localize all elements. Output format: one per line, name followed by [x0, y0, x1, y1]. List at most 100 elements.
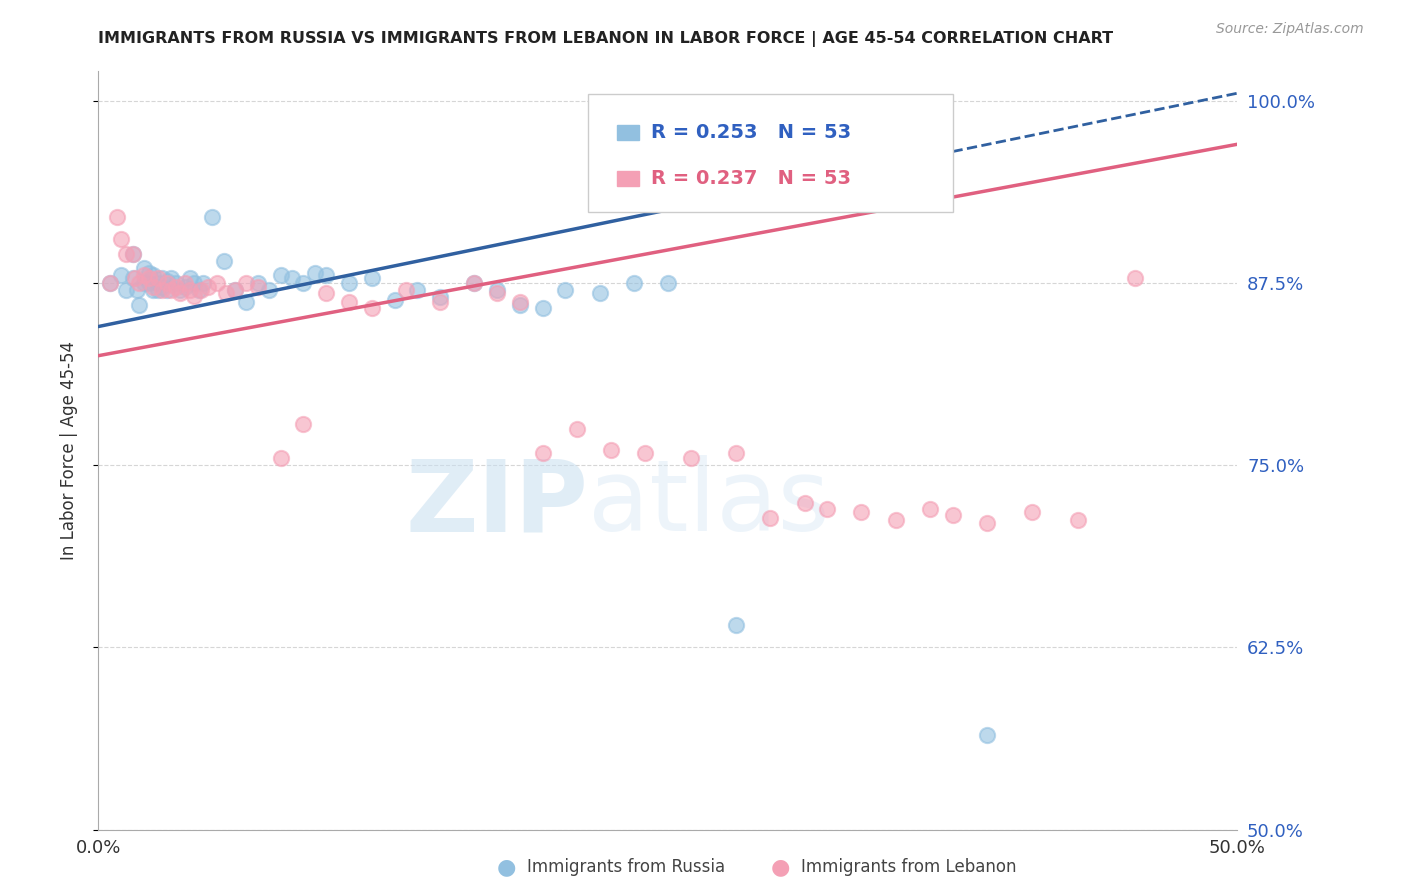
Point: [634, 446, 657, 460]
Text: atlas: atlas: [588, 455, 830, 552]
Point: [187, 283, 209, 297]
Point: [360, 301, 382, 315]
Point: [509, 298, 531, 312]
Point: [793, 496, 815, 510]
Point: [98, 276, 121, 290]
FancyBboxPatch shape: [588, 95, 953, 211]
Point: [160, 283, 183, 297]
Point: [292, 417, 315, 432]
Point: [190, 283, 212, 297]
Point: [384, 293, 406, 308]
Point: [183, 289, 205, 303]
Point: [976, 728, 998, 742]
Point: [246, 280, 269, 294]
Point: [156, 274, 179, 288]
Text: Source: ZipAtlas.com: Source: ZipAtlas.com: [1216, 22, 1364, 37]
Point: [132, 276, 155, 290]
Point: [165, 280, 187, 294]
Point: [150, 283, 173, 297]
Point: [1021, 505, 1043, 519]
Point: [201, 210, 224, 224]
Point: [121, 246, 143, 260]
Point: [759, 510, 782, 524]
Point: [146, 271, 169, 285]
Point: [270, 450, 292, 465]
Point: [851, 505, 873, 519]
Point: [105, 210, 128, 224]
Point: [531, 446, 554, 460]
Point: [942, 508, 965, 522]
Point: [124, 271, 146, 285]
Point: [146, 276, 169, 290]
Point: [565, 421, 588, 435]
Point: [918, 501, 941, 516]
Point: [205, 276, 228, 290]
Point: [679, 450, 702, 465]
Point: [406, 283, 429, 297]
Point: [183, 276, 205, 290]
Point: [174, 276, 197, 290]
Point: [486, 285, 509, 300]
Point: [98, 276, 121, 290]
Point: [150, 271, 173, 285]
Point: [224, 283, 246, 297]
Point: [235, 294, 257, 309]
Point: [156, 283, 179, 297]
Point: [156, 276, 179, 290]
Point: [554, 283, 576, 297]
Point: [127, 283, 149, 297]
Point: [337, 294, 360, 309]
Point: [138, 276, 160, 290]
Point: [132, 261, 155, 276]
Point: [259, 283, 281, 297]
Point: [337, 276, 360, 290]
FancyBboxPatch shape: [617, 125, 640, 140]
Point: [395, 283, 418, 297]
Point: [110, 268, 132, 283]
Text: R = 0.237   N = 53: R = 0.237 N = 53: [651, 169, 851, 188]
Point: [150, 280, 173, 294]
Point: [623, 276, 645, 290]
Point: [281, 271, 304, 285]
Point: [292, 276, 315, 290]
Point: [114, 246, 136, 260]
Point: [197, 280, 219, 294]
Point: [531, 301, 554, 315]
Point: [884, 513, 907, 527]
Point: [657, 276, 679, 290]
Point: [270, 268, 292, 283]
Point: [725, 446, 748, 460]
Point: [193, 276, 215, 290]
Point: [235, 276, 257, 290]
Point: [315, 268, 337, 283]
Text: ●: ●: [770, 857, 790, 877]
Point: [212, 254, 235, 268]
Point: [815, 501, 838, 516]
Point: [138, 271, 160, 285]
Point: [165, 276, 187, 290]
Point: [174, 280, 197, 294]
Text: Immigrants from Russia: Immigrants from Russia: [527, 858, 725, 876]
Point: [215, 285, 238, 300]
Point: [463, 276, 485, 290]
Point: [463, 276, 485, 290]
Text: Immigrants from Lebanon: Immigrants from Lebanon: [801, 858, 1017, 876]
Point: [509, 294, 531, 309]
Point: [246, 276, 269, 290]
Point: [142, 280, 165, 294]
Point: [138, 266, 160, 280]
Text: R = 0.253   N = 53: R = 0.253 N = 53: [651, 123, 851, 142]
Point: [429, 294, 451, 309]
Text: ●: ●: [496, 857, 516, 877]
Point: [121, 271, 143, 285]
Point: [169, 285, 191, 300]
Point: [142, 283, 165, 297]
Point: [128, 276, 150, 290]
Text: IMMIGRANTS FROM RUSSIA VS IMMIGRANTS FROM LEBANON IN LABOR FORCE | AGE 45-54 COR: IMMIGRANTS FROM RUSSIA VS IMMIGRANTS FRO…: [98, 31, 1114, 47]
Point: [169, 283, 191, 297]
Point: [179, 271, 201, 285]
Point: [976, 516, 998, 531]
Point: [486, 283, 509, 297]
FancyBboxPatch shape: [617, 171, 640, 186]
Point: [1067, 513, 1090, 527]
